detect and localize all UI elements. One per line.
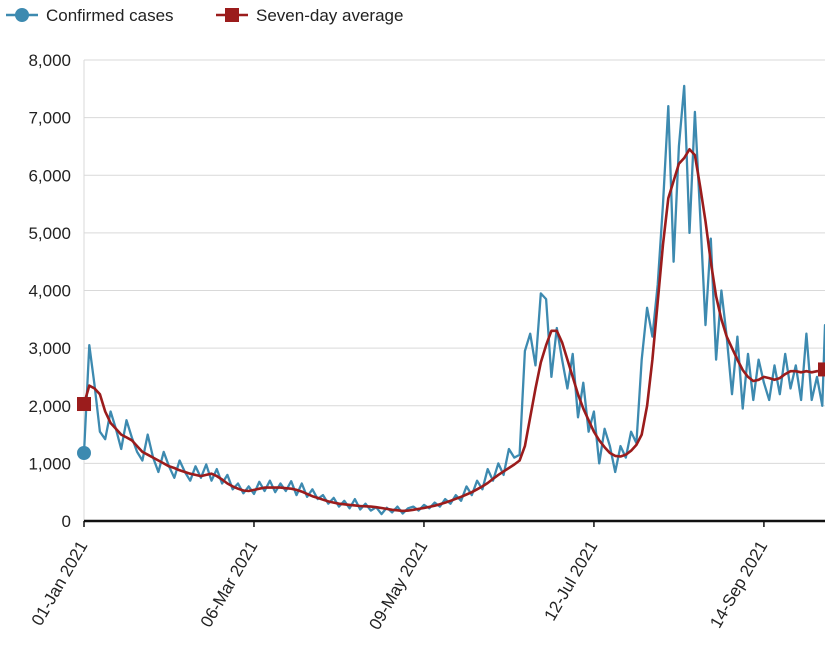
series-start-marker-seven-day-average bbox=[77, 397, 91, 412]
legend-label-confirmed-cases: Confirmed cases bbox=[46, 6, 174, 25]
y-tick-label: 6,000 bbox=[28, 166, 71, 185]
series-end-marker-seven-day-average bbox=[818, 362, 825, 377]
y-tick-label: 1,000 bbox=[28, 454, 71, 473]
y-axis: 0 1,000 2,000 3,000 4,000 5,000 6,000 7,000 8,00… bbox=[28, 51, 85, 531]
legend-item-confirmed-cases[interactable]: Confirmed cases bbox=[6, 6, 174, 25]
x-tick-label: 09-May 2021 bbox=[365, 538, 431, 633]
y-tick-label: 5,000 bbox=[28, 224, 71, 243]
legend: Confirmed cases Seven-day average bbox=[6, 6, 403, 25]
y-tick-label: 2,000 bbox=[28, 397, 71, 416]
series-line-seven-day-average bbox=[82, 148, 825, 513]
y-tick-label: 0 bbox=[62, 512, 71, 531]
series-start-marker-confirmed-cases bbox=[77, 446, 91, 461]
legend-item-seven-day-average[interactable]: Seven-day average bbox=[216, 6, 403, 25]
y-tick-label: 8,000 bbox=[28, 51, 71, 70]
x-axis: 01-Jan 2021 06-Mar 2021 09-May 2021 12-Jul … bbox=[28, 521, 771, 633]
y-tick-label: 7,000 bbox=[28, 109, 71, 128]
legend-marker-seven-day-average bbox=[225, 8, 239, 22]
legend-marker-confirmed-cases bbox=[15, 8, 29, 22]
x-tick-label: 12-Jul 2021 bbox=[541, 538, 602, 624]
series-layer bbox=[77, 84, 825, 516]
y-tick-label: 3,000 bbox=[28, 339, 71, 358]
legend-label-seven-day-average: Seven-day average bbox=[256, 6, 403, 25]
gridlines bbox=[84, 59, 825, 464]
x-tick-label: 14-Sep 2021 bbox=[706, 538, 771, 632]
x-tick-label: 06-Mar 2021 bbox=[197, 538, 262, 631]
x-tick-label: 01-Jan 2021 bbox=[28, 538, 92, 629]
series-line-confirmed-cases bbox=[82, 84, 825, 516]
y-tick-label: 4,000 bbox=[28, 282, 71, 301]
